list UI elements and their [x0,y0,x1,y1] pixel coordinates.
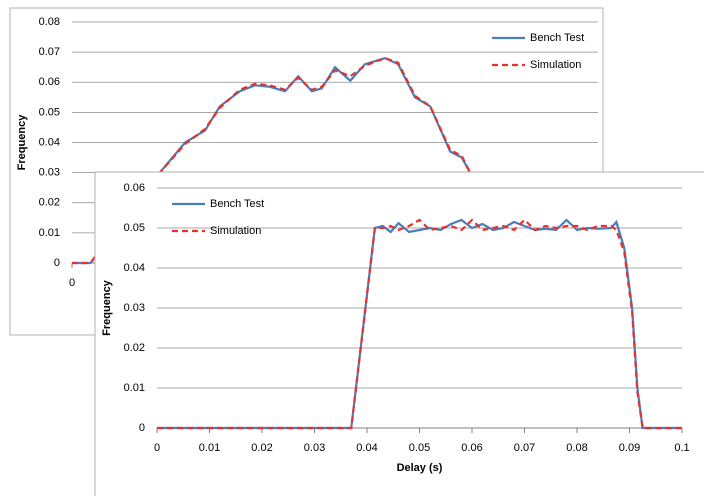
chart: 0 0.01 0.02 0.03 0.04 0.05 0.06 0 0.01 0.02 0.03 0.… [94,171,704,496]
x-tick-label: 0.02 [251,442,272,454]
x-tick-label: 0.08 [566,442,587,454]
y-tick-label: 0.02 [39,197,60,209]
y-tick-label: 0.05 [124,222,145,234]
x-axis-label: Delay (s) [397,462,443,474]
y-tick-label: 0.04 [124,262,145,274]
x-tick-label: 0.03 [304,442,325,454]
legend-label: Simulation [210,225,261,237]
y-tick-label: 0.06 [39,76,60,88]
y-axis-label: Frequency [16,114,28,171]
x-tick-label: 0 [154,442,160,454]
y-tick-label: 0 [139,422,145,434]
y-tick-label: 0.07 [39,46,60,58]
y-tick-label: 0.01 [124,382,145,394]
legend-label: Bench Test [530,32,584,44]
y-tick-label: 0.04 [39,136,60,148]
y-tick-label: 0.02 [124,342,145,354]
legend-label: Bench Test [210,198,264,210]
y-tick-label: 0.01 [39,227,60,239]
x-tick-label: 0.07 [514,442,535,454]
x-tick-label: 0.01 [199,442,220,454]
y-axis-label: Frequency [101,279,113,336]
y-tick-label: 0.03 [124,302,145,314]
y-tick-label: 0.08 [39,16,60,28]
x-tick-label: 0.09 [619,442,640,454]
chart-frame [94,171,704,496]
series-line [72,56,472,265]
y-tick-label: 0.06 [124,182,145,194]
series-line [72,56,472,265]
y-tick-label: 0.03 [39,167,60,179]
series-line [157,218,682,430]
legend-label: Simulation [530,59,581,71]
x-tick-label: 0.04 [356,442,377,454]
x-tick-label: 0.05 [409,442,430,454]
x-tick-label: 0.06 [461,442,482,454]
y-tick-label: 0 [54,257,60,269]
y-tick-label: 0.05 [39,106,60,118]
x-tick-label: 0 [69,277,75,289]
x-tick-label: 0.1 [674,442,689,454]
series-line [157,218,682,430]
